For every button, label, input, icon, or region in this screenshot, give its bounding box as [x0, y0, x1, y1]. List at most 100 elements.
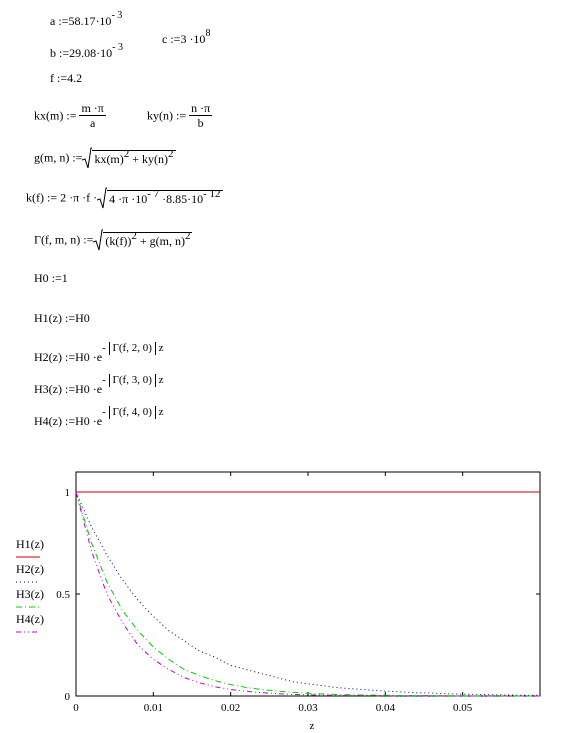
- legend-label: H1(z): [16, 537, 44, 551]
- def-h3-exponent: - Γ(f, 3, 0) z: [102, 374, 164, 387]
- def-b-lhs: b :=: [50, 46, 70, 60]
- series-line-h4z: [75, 491, 540, 697]
- def-h2-abs: Γ(f, 2, 0): [108, 342, 156, 355]
- def-h3[interactable]: H3(z) :=H0 ·e- Γ(f, 3, 0) z: [34, 374, 164, 397]
- def-h4-abs: Γ(f, 4, 0): [108, 406, 156, 419]
- def-a-mantissa: 58.17: [68, 14, 96, 28]
- def-ky-fraction: n ·π b: [189, 101, 213, 131]
- series-layer: [75, 491, 540, 697]
- def-c-mantissa: 3: [180, 32, 187, 46]
- radical-sign-icon: [97, 187, 108, 209]
- def-h2-minus: -: [102, 342, 106, 354]
- def-a-base: ·10: [95, 14, 112, 28]
- def-a-exponent: - 3: [111, 10, 123, 21]
- def-c-lhs: c :=: [162, 32, 181, 46]
- def-k-exp2: - 12: [203, 187, 221, 200]
- x-tick-label: 0.03: [298, 702, 318, 714]
- def-b[interactable]: b :=29.08·10- 3: [50, 42, 123, 61]
- def-c-base: ·10: [186, 32, 206, 46]
- def-k-sqrt: 4 ·π ·10- 7 ·8.85·10- 12: [97, 187, 223, 209]
- def-gamma-term1: (k(f)): [105, 233, 132, 248]
- y-axis-ticks: 00.51: [56, 487, 540, 703]
- x-tick-label: 0.05: [453, 702, 473, 714]
- def-h1-lhs: H1(z) :=: [34, 311, 76, 325]
- def-g-exp2: 2: [168, 147, 174, 160]
- def-h3-z: z: [158, 374, 164, 386]
- x-axis-label: z: [310, 720, 315, 732]
- def-kx-lhs: kx(m) :=: [34, 108, 77, 123]
- def-g-lhs: g(m, n) :=: [34, 150, 83, 165]
- def-g-sqrt: kx(m)2 + ky(n)2: [82, 147, 176, 169]
- def-gamma-sqrt: (k(f))2 + g(m, n)2: [93, 229, 193, 251]
- def-h2-z: z: [158, 342, 164, 354]
- def-h4-z: z: [158, 406, 164, 418]
- legend-label: H4(z): [16, 612, 44, 626]
- def-h1-rhs: H0: [75, 311, 90, 325]
- def-b-mantissa: 29.08: [69, 46, 97, 60]
- def-h2-lhs: H2(z) :=: [34, 350, 76, 364]
- def-g-term2: + ky(n): [129, 151, 169, 166]
- def-k[interactable]: k(f) := 2 ·π ·f · 4 ·π ·10- 7 ·8.85·10- 1…: [26, 187, 223, 209]
- def-k-r2: ·8.85·10: [159, 191, 204, 206]
- def-h4[interactable]: H4(z) :=H0 ·e- Γ(f, 4, 0) z: [34, 406, 164, 429]
- def-kx-denominator: a: [89, 116, 96, 130]
- def-k-prefix: 2 ·π ·f ·: [60, 190, 98, 205]
- def-h2-base: H0 ·e: [75, 350, 103, 364]
- x-axis-ticks: 0 0.01 0.02 0.03 0.04 0.05: [73, 472, 473, 714]
- def-g-exp1: 2: [123, 147, 130, 160]
- x-tick-label: 0.01: [144, 702, 163, 714]
- def-g-term1: kx(m): [94, 151, 124, 166]
- x-tick-label: 0.02: [221, 702, 240, 714]
- def-h4-minus: -: [102, 406, 106, 418]
- def-h4-base: H0 ·e: [75, 414, 103, 428]
- def-a[interactable]: a :=58.17·10- 3: [50, 10, 122, 29]
- def-h0-value: 1: [61, 271, 68, 285]
- plot-frame: [75, 471, 541, 697]
- legend: H1(z) H2(z) H3(z) H4(z): [16, 537, 44, 633]
- def-gamma-lhs: Γ(f, m, n) :=: [34, 232, 94, 247]
- def-c[interactable]: c :=3 ·108: [162, 28, 210, 47]
- series-line-h2z: [75, 491, 540, 696]
- def-gamma-term2: + g(m, n): [136, 233, 185, 248]
- def-h2[interactable]: H2(z) :=H0 ·e- Γ(f, 2, 0) z: [34, 342, 164, 365]
- def-ky-lhs: ky(n) :=: [147, 108, 187, 123]
- def-f[interactable]: f :=4.2: [50, 71, 82, 86]
- legend-label: H2(z): [16, 562, 44, 576]
- def-kx[interactable]: kx(m) := m ·π a: [34, 101, 106, 131]
- def-f-value: 4.2: [67, 71, 83, 85]
- def-k-r1: 4 ·π ·10: [109, 191, 148, 206]
- def-gamma[interactable]: Γ(f, m, n) := (k(f))2 + g(m, n)2: [34, 229, 193, 251]
- def-ky-numerator: n ·π: [189, 101, 213, 116]
- radical-sign-icon: [82, 147, 93, 169]
- def-h3-lhs: H3(z) :=: [34, 382, 76, 396]
- def-h3-minus: -: [102, 374, 106, 386]
- def-h4-lhs: H4(z) :=: [34, 414, 76, 428]
- def-ky[interactable]: ky(n) := n ·π b: [147, 101, 213, 131]
- def-g[interactable]: g(m, n) := kx(m)2 + ky(n)2: [34, 147, 176, 169]
- y-tick-label: 1: [65, 487, 71, 499]
- legend-label: H3(z): [16, 587, 44, 601]
- y-tick-label: 0.5: [56, 589, 70, 601]
- def-gamma-exp1: 2: [131, 229, 137, 242]
- def-h0-lhs: H0 :=: [34, 271, 62, 285]
- radical-sign-icon: [93, 229, 104, 251]
- def-ky-denominator: b: [197, 116, 204, 130]
- def-b-base: ·10: [96, 46, 113, 60]
- x-tick-label: 0: [73, 702, 79, 714]
- def-c-exponent: 8: [205, 28, 211, 39]
- def-h0[interactable]: H0 :=1: [34, 271, 68, 286]
- def-h2-exponent: - Γ(f, 2, 0) z: [102, 342, 164, 355]
- def-a-lhs: a :=: [50, 14, 69, 28]
- def-k-exp1: - 7: [147, 187, 160, 200]
- y-tick-label: 0: [65, 691, 71, 703]
- def-b-exponent: - 3: [112, 42, 123, 53]
- def-k-lhs: k(f) :=: [26, 190, 58, 205]
- def-h3-abs: Γ(f, 3, 0): [108, 374, 156, 387]
- def-gamma-exp2: 2: [184, 229, 191, 242]
- def-h1[interactable]: H1(z) :=H0: [34, 311, 90, 326]
- x-tick-label: 0.04: [376, 702, 396, 714]
- def-kx-fraction: m ·π a: [79, 101, 106, 131]
- def-kx-numerator: m ·π: [79, 101, 106, 116]
- def-h4-exponent: - Γ(f, 4, 0) z: [102, 406, 164, 419]
